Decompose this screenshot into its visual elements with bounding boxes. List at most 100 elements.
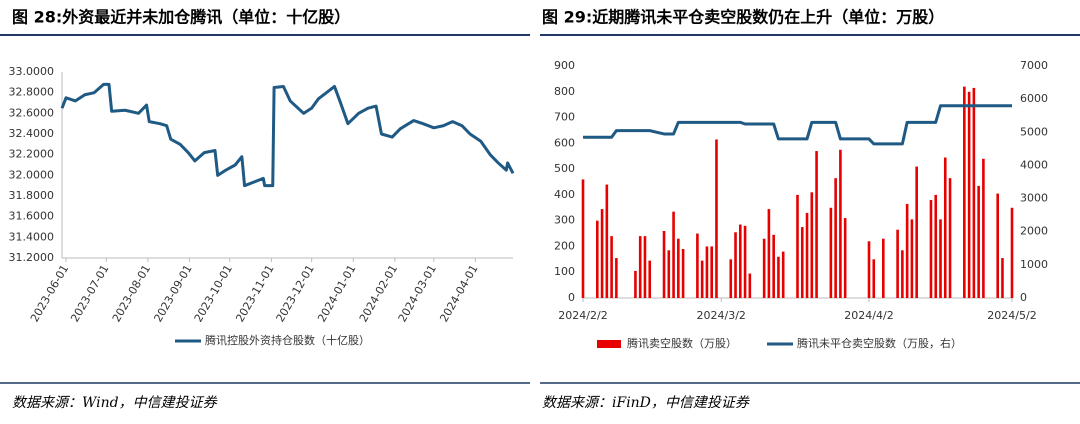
- bar: [839, 149, 842, 298]
- y-tick-label: 32.2000: [9, 148, 55, 161]
- y2-tick-label: 2000: [1020, 225, 1048, 238]
- bar: [882, 238, 885, 298]
- bar: [648, 260, 652, 298]
- y-tick-label: 31.2000: [9, 251, 55, 264]
- y-tick-label: 31.4000: [9, 230, 55, 243]
- legend-swatch: [597, 340, 621, 348]
- chart-title: 图 28:外资最近并未加仓腾讯（单位：十亿股）: [12, 8, 350, 27]
- bar: [634, 270, 637, 298]
- y-tick-label: 600: [554, 136, 575, 149]
- bar: [829, 207, 833, 298]
- bar: [605, 184, 609, 298]
- bar: [967, 91, 971, 299]
- bar: [615, 258, 618, 298]
- bar: [1010, 207, 1014, 298]
- bar: [681, 249, 685, 298]
- bar: [734, 232, 737, 298]
- y-tick-label: 32.4000: [9, 127, 55, 140]
- chart-title: 图 29:近期腾讯未平仓卖空股数仍在上升（单位：万股）: [542, 8, 944, 27]
- bar: [667, 250, 671, 298]
- bar: [796, 194, 799, 298]
- bar: [982, 158, 985, 298]
- y-tick-label: 900: [554, 59, 575, 72]
- x-tick-label: 2023-06-01: [28, 263, 71, 325]
- y-tick-label: 31.6000: [9, 210, 55, 223]
- y-tick-label: 31.8000: [9, 189, 55, 202]
- y-tick-label: 500: [554, 162, 575, 175]
- bar: [963, 86, 966, 298]
- bar: [934, 194, 938, 298]
- y2-tick-label: 3000: [1020, 192, 1048, 205]
- bar: [677, 238, 680, 298]
- bar: [867, 241, 871, 298]
- x-tick-label: 2023-09-01: [151, 263, 194, 325]
- bar: [905, 203, 909, 298]
- x-tick-label: 2024-02-01: [357, 263, 400, 325]
- y2-tick-label: 7000: [1020, 59, 1048, 72]
- bar: [762, 238, 766, 298]
- source-note: 数据来源：iFinD，中信建投证券: [542, 395, 750, 411]
- bar: [710, 246, 713, 298]
- bar: [834, 178, 837, 298]
- bar: [600, 209, 604, 298]
- bar: [672, 211, 675, 298]
- y2-tick-label: 1000: [1020, 258, 1048, 271]
- bar: [901, 250, 904, 298]
- bar: [800, 227, 804, 298]
- bar: [610, 236, 613, 298]
- bar: [929, 200, 933, 298]
- bar: [662, 230, 666, 298]
- x-tick-label: 2024-04-01: [437, 262, 480, 324]
- bar: [638, 236, 642, 298]
- y-tick-label: 32.6000: [9, 106, 55, 119]
- y2-tick-label: 0: [1020, 291, 1027, 304]
- bar: [805, 212, 809, 298]
- bar: [896, 229, 899, 298]
- bar: [939, 219, 942, 298]
- y-tick-label: 300: [554, 214, 575, 227]
- series-line: [60, 82, 515, 188]
- x-tick-label: 2024-01-01: [315, 263, 358, 325]
- bar: [810, 192, 814, 298]
- bar: [696, 233, 699, 298]
- bar: [729, 259, 733, 298]
- bar: [872, 259, 876, 298]
- bar: [777, 256, 780, 298]
- bar: [596, 220, 599, 298]
- bar: [739, 224, 742, 298]
- y-tick-label: 0: [568, 291, 575, 304]
- bar: [715, 139, 718, 298]
- y-tick-label: 200: [554, 239, 575, 252]
- bar: [915, 166, 918, 298]
- x-tick-label: 2024/5/2: [987, 309, 1036, 322]
- bar: [743, 225, 747, 298]
- x-tick-label: 2024/3/2: [697, 309, 746, 322]
- y2-tick-label: 5000: [1020, 125, 1048, 138]
- y-tick-label: 32.8000: [9, 86, 55, 99]
- x-tick-label: 2023-11-01: [233, 263, 276, 325]
- y-tick-label: 33.0000: [9, 65, 55, 78]
- bar: [772, 234, 775, 298]
- bar: [748, 273, 752, 298]
- x-tick-label: 2024-03-01: [396, 263, 439, 325]
- x-tick-label: 2023-12-01: [274, 263, 317, 325]
- bar: [910, 219, 914, 298]
- bar: [815, 151, 818, 298]
- y-tick-label: 100: [554, 265, 575, 278]
- bar: [781, 251, 785, 298]
- y-tick-label: 800: [554, 85, 575, 98]
- x-tick-label: 2024/2/2: [558, 309, 607, 322]
- bar: [643, 236, 647, 298]
- legend-label: 腾讯未平仓卖空股数（万股，右）: [797, 336, 962, 350]
- bar: [581, 179, 585, 298]
- bar: [977, 185, 980, 298]
- bar: [972, 87, 976, 299]
- legend-label: 腾讯卖空股数（万股）: [627, 336, 737, 350]
- y2-tick-label: 4000: [1020, 158, 1048, 171]
- x-tick-label: 2023-07-01: [68, 263, 111, 325]
- bar: [1001, 258, 1004, 298]
- bar: [948, 178, 952, 298]
- y-tick-label: 700: [554, 111, 575, 124]
- legend-label: 腾讯控股外资持仓股数（十亿股）: [205, 333, 370, 347]
